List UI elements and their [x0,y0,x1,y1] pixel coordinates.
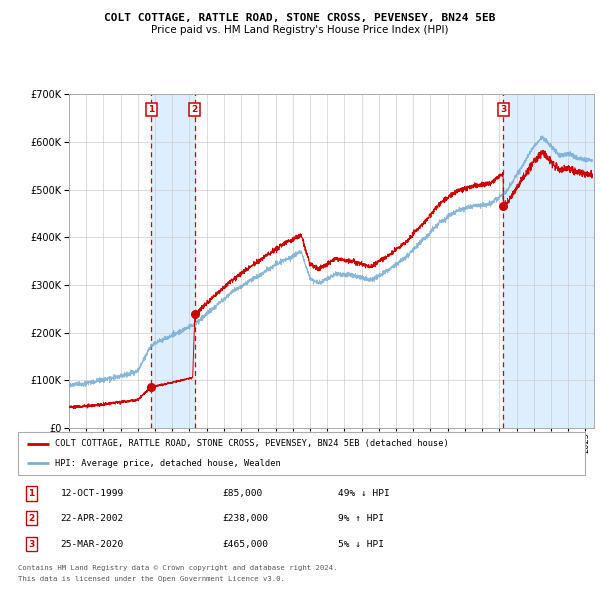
Text: 1: 1 [148,105,154,114]
Text: £238,000: £238,000 [222,514,268,523]
Text: 3: 3 [500,105,506,114]
Text: This data is licensed under the Open Government Licence v3.0.: This data is licensed under the Open Gov… [18,576,285,582]
Text: 25-MAR-2020: 25-MAR-2020 [61,540,124,549]
Bar [151,94,195,428]
Text: 2: 2 [28,514,34,523]
Text: Price paid vs. HM Land Registry's House Price Index (HPI): Price paid vs. HM Land Registry's House … [151,25,449,35]
Text: 49% ↓ HPI: 49% ↓ HPI [338,489,390,498]
Text: 2: 2 [192,105,198,114]
Bar [503,94,594,428]
Text: 1: 1 [28,489,34,498]
Text: COLT COTTAGE, RATTLE ROAD, STONE CROSS, PEVENSEY, BN24 5EB (detached house): COLT COTTAGE, RATTLE ROAD, STONE CROSS, … [55,440,449,448]
Text: £465,000: £465,000 [222,540,268,549]
Text: 12-OCT-1999: 12-OCT-1999 [61,489,124,498]
Text: 9% ↑ HPI: 9% ↑ HPI [338,514,385,523]
Text: HPI: Average price, detached house, Wealden: HPI: Average price, detached house, Weal… [55,459,281,468]
Text: 3: 3 [28,540,34,549]
Text: 5% ↓ HPI: 5% ↓ HPI [338,540,385,549]
Text: Contains HM Land Registry data © Crown copyright and database right 2024.: Contains HM Land Registry data © Crown c… [18,565,337,571]
Text: COLT COTTAGE, RATTLE ROAD, STONE CROSS, PEVENSEY, BN24 5EB: COLT COTTAGE, RATTLE ROAD, STONE CROSS, … [104,13,496,23]
Text: 22-APR-2002: 22-APR-2002 [61,514,124,523]
Text: £85,000: £85,000 [222,489,262,498]
